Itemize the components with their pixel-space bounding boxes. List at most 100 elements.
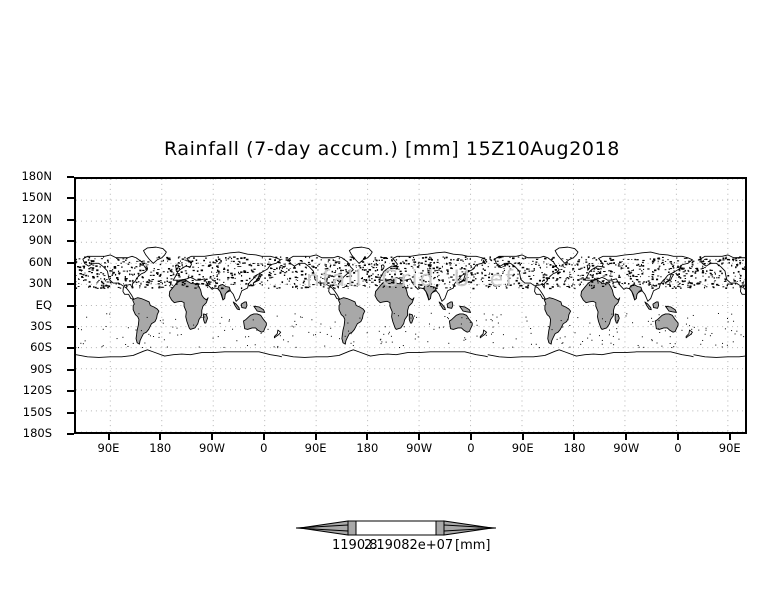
y-tick-label: 60S xyxy=(30,340,52,355)
x-tick-label: 180 xyxy=(563,441,586,455)
coastline-namerica xyxy=(82,254,148,300)
y-tick-label: 60N xyxy=(28,254,52,269)
y-tick-label: 150N xyxy=(21,190,52,205)
coastline-borneo xyxy=(652,301,660,309)
y-tick-label: 180S xyxy=(22,426,52,440)
colorbar xyxy=(296,514,496,544)
coastline-australia xyxy=(654,313,679,333)
coastline-namerica xyxy=(494,254,560,300)
coastline-australia xyxy=(243,313,267,333)
coastline-sumatra xyxy=(232,301,240,311)
colorbar-taper-1 xyxy=(296,527,349,532)
x-tick-mark xyxy=(107,434,110,440)
colorbar-labels: 1190.8 2.19082e+07 [mm] xyxy=(0,538,784,558)
y-tick-mark xyxy=(67,325,74,328)
coastline-madagascar xyxy=(203,313,208,324)
x-tick-label: 0 xyxy=(674,441,682,455)
y-tick-label: 120S xyxy=(22,383,52,398)
colorbar-left-wedge xyxy=(299,520,349,536)
coastline-greenland xyxy=(143,246,167,264)
colorbar-right-wedge xyxy=(443,520,493,536)
x-tick-mark xyxy=(211,434,214,440)
x-tick-mark xyxy=(366,434,369,440)
x-tick-mark xyxy=(159,434,162,440)
x-tick-label: 180 xyxy=(149,441,172,455)
y-tick-mark xyxy=(67,218,74,221)
colorbar-segment-low xyxy=(347,520,357,536)
y-tick-label: 180N xyxy=(21,169,52,183)
coastline-antarctica xyxy=(693,354,745,358)
x-tick-label: 0 xyxy=(260,441,268,455)
x-tick-mark xyxy=(262,434,265,440)
y-tick-label: 30N xyxy=(28,276,52,291)
coastline-japan xyxy=(664,273,674,284)
coastline-newguinea xyxy=(253,305,266,313)
x-tick-mark xyxy=(521,434,524,440)
page-title: Rainfall (7-day accum.) [mm] 15Z10Aug201… xyxy=(164,138,620,160)
y-tick-mark xyxy=(67,283,74,286)
y-tick-mark xyxy=(67,347,74,350)
map-plot-area: nfall Grid U ef xyxy=(74,177,747,434)
colorbar-segment-high xyxy=(435,520,445,536)
colorbar-min-label: 1190.8 xyxy=(332,538,378,553)
world-map-canvas xyxy=(76,179,745,432)
colorbar-taper-3 xyxy=(443,527,496,532)
x-tick-label: 0 xyxy=(467,441,475,455)
coastline-samerica xyxy=(543,297,572,345)
colorbar-units-label: [mm] xyxy=(455,538,491,553)
coastline-india_sub xyxy=(217,283,231,301)
coastline-sumatra xyxy=(644,301,652,311)
y-tick-mark xyxy=(67,176,74,178)
coastline-antarctica xyxy=(487,349,694,358)
coastline-borneo xyxy=(446,301,454,309)
x-tick-mark xyxy=(728,434,731,440)
coastline-nz xyxy=(273,329,282,339)
coastline-australia xyxy=(448,313,473,333)
y-tick-label: 90S xyxy=(30,361,52,376)
y-tick-label: 90N xyxy=(28,233,52,248)
y-tick-mark xyxy=(67,240,74,243)
precip-stipple xyxy=(76,256,745,349)
y-tick-mark xyxy=(67,304,74,307)
x-tick-mark xyxy=(625,434,628,440)
coastline-newguinea xyxy=(459,305,471,313)
coastline-india_sub xyxy=(423,283,437,301)
coastline-uk xyxy=(380,264,385,271)
y-tick-mark xyxy=(67,261,74,264)
coastline-samerica xyxy=(337,297,366,345)
colorbar-taper-0 xyxy=(296,524,349,529)
coastline-nz xyxy=(685,329,693,339)
coastline-india_sub xyxy=(629,283,643,301)
colorbar-shape xyxy=(296,520,496,536)
y-tick-mark xyxy=(67,433,74,435)
x-tick-label: 90E xyxy=(511,441,534,455)
coastline-uk xyxy=(586,264,591,271)
x-tick-mark xyxy=(418,434,421,440)
coastline-newguinea xyxy=(665,305,677,313)
y-tick-mark xyxy=(67,390,74,393)
gridlines xyxy=(76,179,745,432)
x-tick-mark xyxy=(676,434,679,440)
coastline-africa xyxy=(580,279,621,330)
x-tick-label: 180 xyxy=(356,441,379,455)
coastline-greenland xyxy=(348,246,373,264)
coastline-antarctica xyxy=(281,349,488,358)
x-tick-label: 90W xyxy=(199,441,226,455)
y-tick-label: 30S xyxy=(30,318,52,333)
coastline-uk xyxy=(175,264,179,271)
x-tick-label: 90W xyxy=(613,441,640,455)
y-tick-label: 150S xyxy=(22,404,52,419)
coastline-japan xyxy=(252,273,263,284)
coastline-africa xyxy=(168,279,209,330)
x-tick-label: 90E xyxy=(304,441,327,455)
coastline-namerica xyxy=(699,254,745,295)
x-tick-mark xyxy=(573,434,576,440)
coastline-antarctica xyxy=(76,349,282,358)
coastline-borneo xyxy=(240,301,248,309)
y-tick-mark xyxy=(67,411,74,414)
y-tick-mark xyxy=(67,197,74,200)
coastline-nz xyxy=(479,329,487,339)
x-tick-mark xyxy=(314,434,317,440)
colorbar-taper-2 xyxy=(443,524,496,529)
